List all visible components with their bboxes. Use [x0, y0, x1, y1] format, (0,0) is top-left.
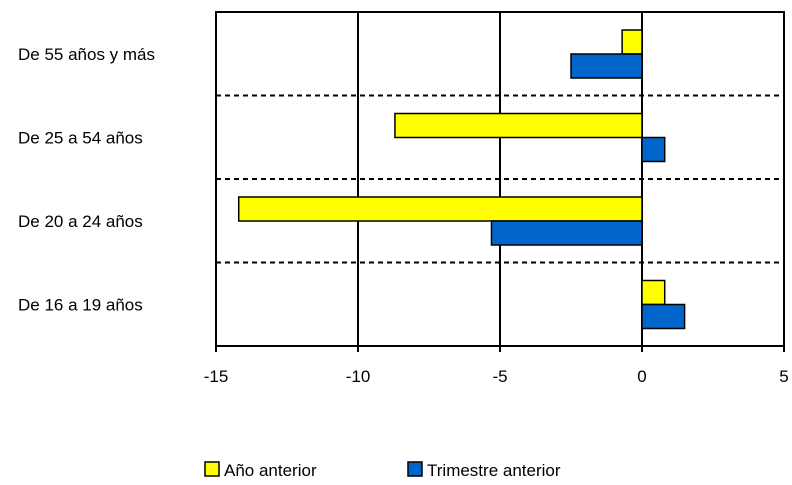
bar-ano-anterior-2 — [237, 196, 643, 222]
bar-trimestre-anterior-1 — [641, 136, 666, 163]
bar-trimestre-anterior-0 — [570, 53, 643, 79]
x-axis-ticks: -15 -10 -5 0 5 — [204, 346, 789, 386]
bar-ano-anterior-3 — [641, 279, 666, 306]
x-tick-label-0: -15 — [204, 367, 229, 386]
bar-ano-anterior-1 — [394, 112, 643, 139]
category-label-2: De 20 a 24 años — [18, 212, 143, 231]
category-label-0: De 55 años y más — [18, 45, 155, 64]
category-labels: De 55 años y más De 25 a 54 años De 20 a 2… — [18, 45, 155, 315]
bar-ano-anterior-0 — [621, 29, 643, 55]
x-tick-label-4: 5 — [779, 367, 788, 386]
bar-trimestre-anterior-3 — [641, 303, 686, 330]
legend-label-1: Trimestre anterior — [427, 461, 561, 480]
legend-label-0: Año anterior — [224, 461, 317, 480]
category-label-3: De 16 a 19 años — [18, 295, 143, 314]
x-tick-label-3: 0 — [637, 367, 646, 386]
x-tick-label-2: -5 — [492, 367, 507, 386]
legend: Año anterior Trimestre anterior — [204, 461, 561, 480]
category-separators — [216, 94, 784, 264]
legend-swatch-1 — [407, 461, 423, 477]
category-label-1: De 25 a 54 años — [18, 128, 143, 147]
legend-swatch-0 — [204, 461, 220, 477]
x-tick-label-1: -10 — [346, 367, 371, 386]
bars — [237, 29, 686, 330]
bar-trimestre-anterior-2 — [490, 220, 643, 246]
